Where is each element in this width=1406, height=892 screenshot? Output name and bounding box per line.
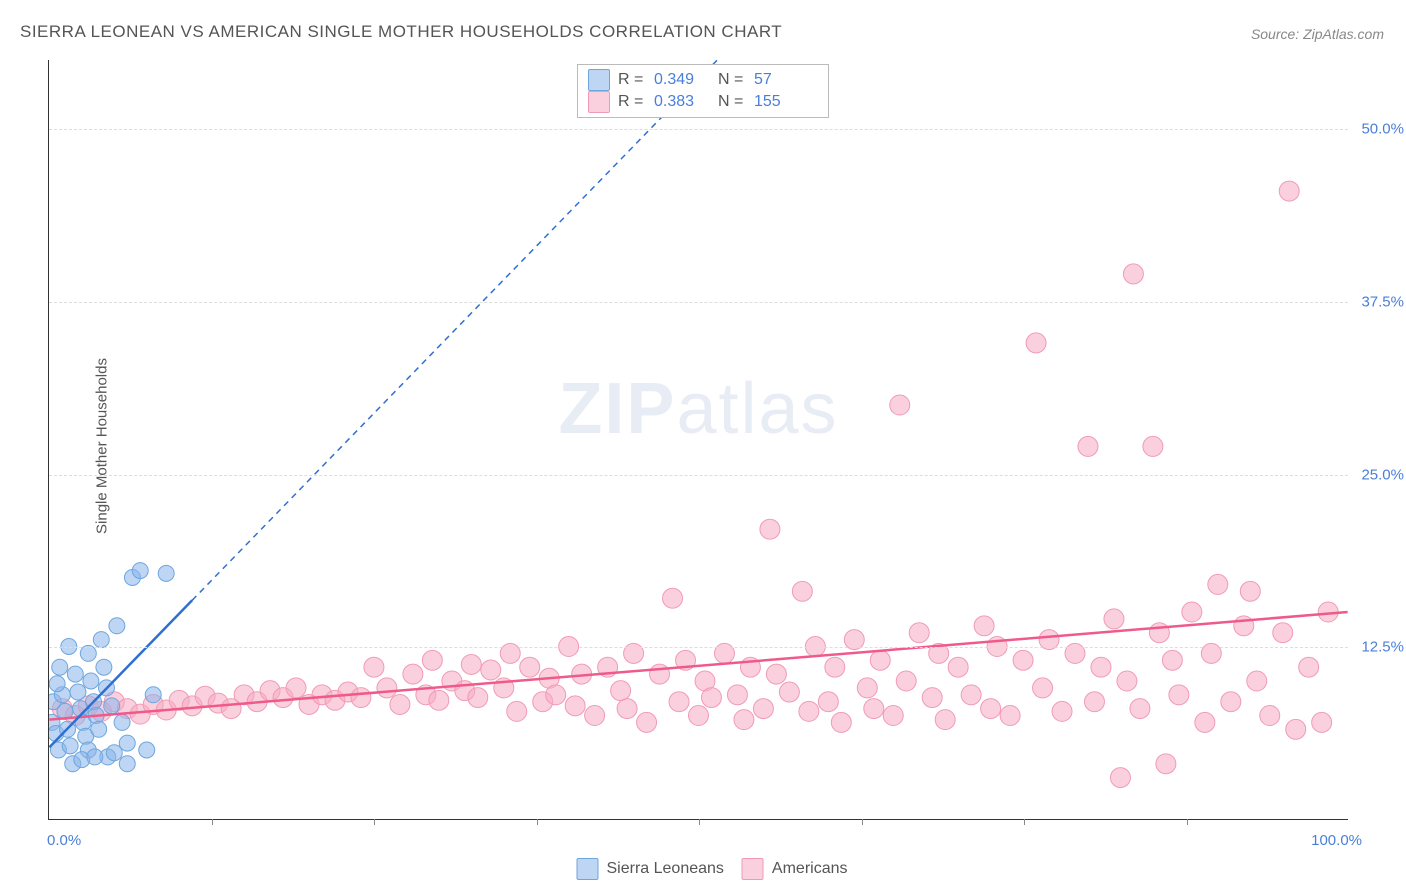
n-value-blue: 57 bbox=[754, 71, 818, 89]
chart-area: 0.0% 100.0% ZIPatlas 12.5%25.0%37.5%50.0… bbox=[48, 60, 1348, 820]
swatch-blue-icon bbox=[588, 69, 610, 91]
x-min-label: 0.0% bbox=[47, 832, 81, 849]
n-label: N = bbox=[718, 71, 754, 89]
r-value-pink: 0.383 bbox=[654, 93, 718, 111]
y-tick-label: 25.0% bbox=[1361, 466, 1404, 483]
swatch-blue-icon bbox=[577, 858, 599, 880]
chart-title: SIERRA LEONEAN VS AMERICAN SINGLE MOTHER… bbox=[20, 22, 782, 42]
series-legend: Sierra Leoneans Americans bbox=[559, 858, 848, 880]
y-tick-label: 12.5% bbox=[1361, 639, 1404, 656]
source-label: Source: ZipAtlas.com bbox=[1251, 26, 1384, 42]
r-label: R = bbox=[618, 93, 654, 111]
r-label: R = bbox=[618, 71, 654, 89]
n-value-pink: 155 bbox=[754, 93, 818, 111]
y-tick-label: 37.5% bbox=[1361, 293, 1404, 310]
series-label-blue: Sierra Leoneans bbox=[607, 860, 724, 878]
x-max-label: 100.0% bbox=[1311, 832, 1362, 849]
y-tick-label: 50.0% bbox=[1361, 121, 1404, 138]
correlation-legend: R = 0.349 N = 57 R = 0.383 N = 155 bbox=[577, 64, 829, 118]
n-label: N = bbox=[718, 93, 754, 111]
r-value-blue: 0.349 bbox=[654, 71, 718, 89]
swatch-pink-icon bbox=[588, 91, 610, 113]
swatch-pink-icon bbox=[742, 858, 764, 880]
series-label-pink: Americans bbox=[772, 860, 848, 878]
scatter-plot bbox=[49, 60, 1348, 819]
legend-row-pink: R = 0.383 N = 155 bbox=[588, 91, 818, 113]
legend-row-blue: R = 0.349 N = 57 bbox=[588, 69, 818, 91]
